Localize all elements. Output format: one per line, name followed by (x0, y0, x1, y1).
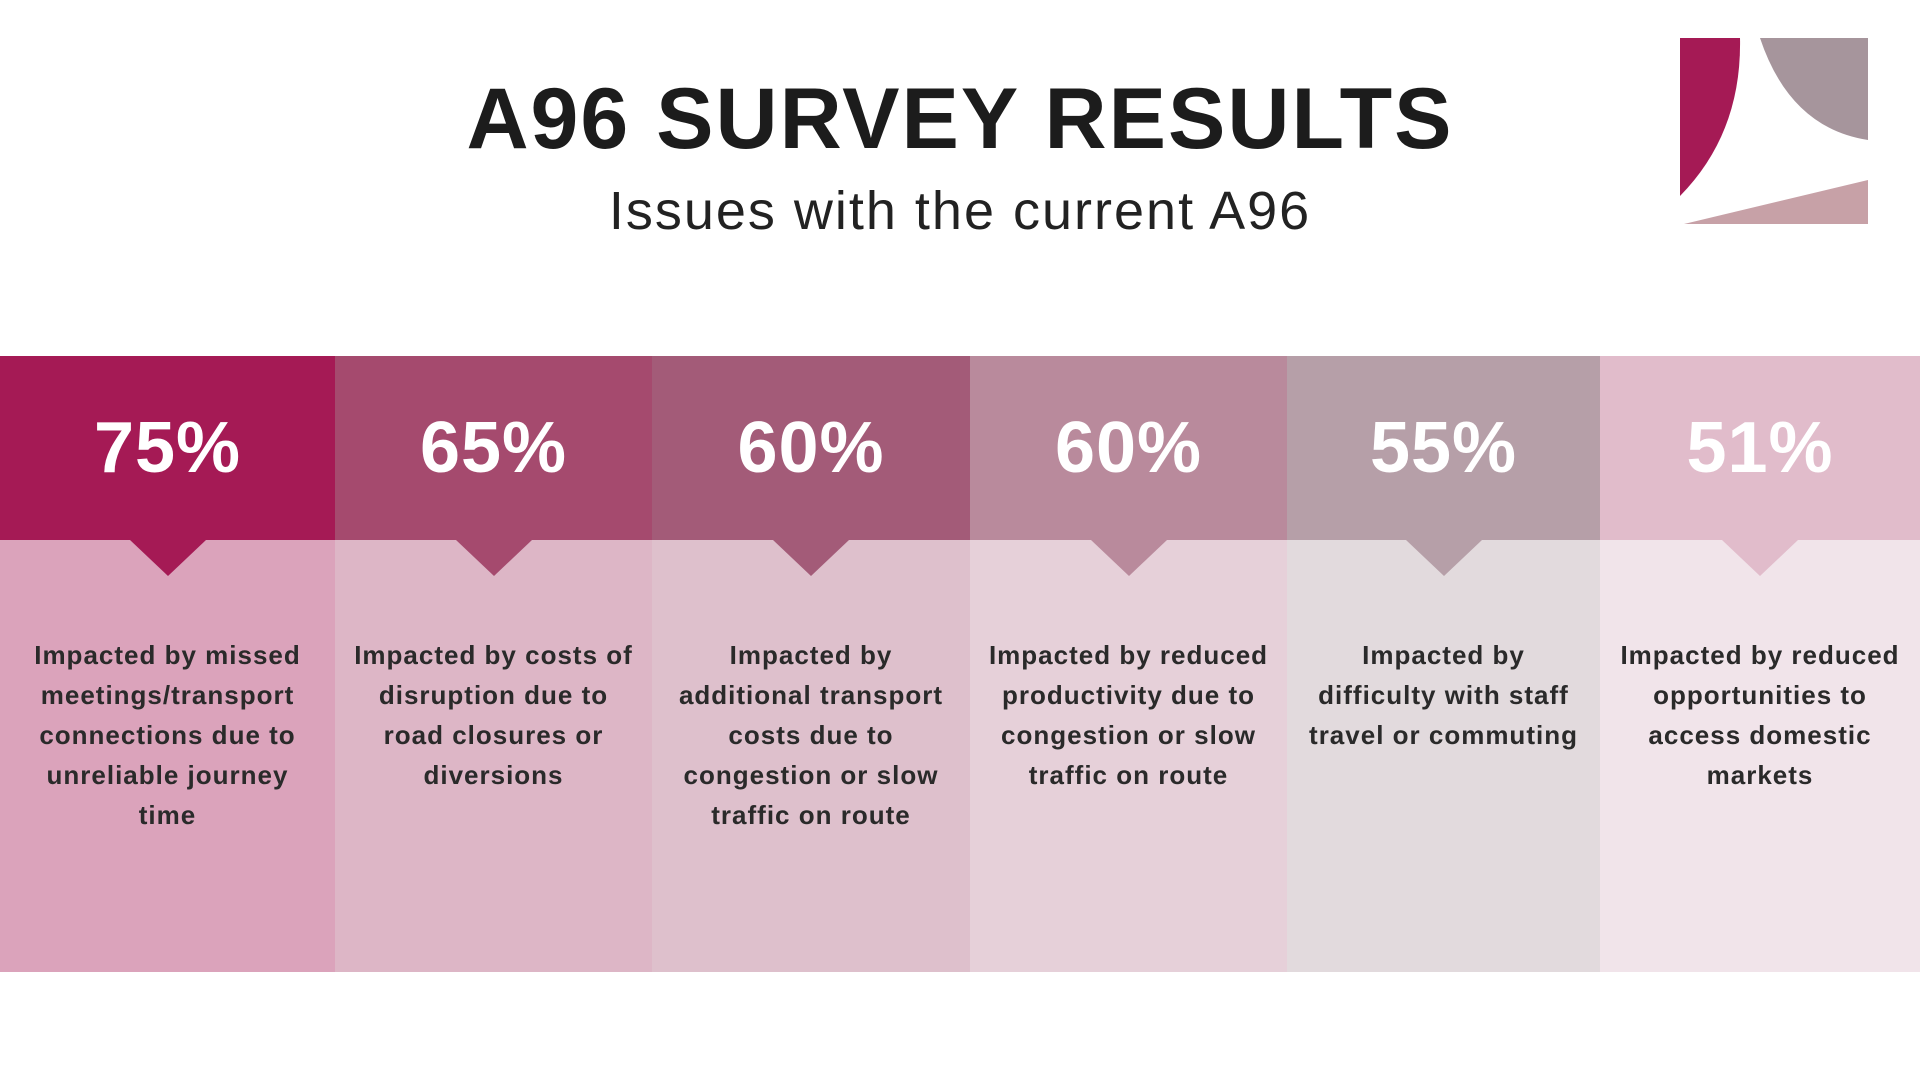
result-description: Impacted by missed meetings/transport co… (34, 640, 301, 830)
result-column-5: Impacted by difficulty with staff travel… (1287, 356, 1600, 972)
pointer-arrow (1405, 540, 1482, 576)
pointer-arrow (455, 540, 532, 576)
result-percent-panel: 75% (0, 356, 335, 540)
abstract-brand-logo-icon (1680, 38, 1868, 224)
result-percent: 75% (93, 408, 242, 488)
result-percent-panel: 60% (970, 356, 1287, 540)
result-percent: 55% (1369, 408, 1518, 488)
result-percent: 60% (1054, 408, 1203, 488)
result-percent-panel: 60% (652, 356, 970, 540)
logo-crimson-shape (1680, 38, 1741, 196)
survey-results-strip: Impacted by missed meetings/transport co… (0, 356, 1920, 972)
result-description-panel: Impacted by missed meetings/transport co… (0, 540, 335, 972)
result-column-1: Impacted by missed meetings/transport co… (0, 356, 335, 972)
logo-pink-shape (1684, 180, 1868, 224)
result-description: Impacted by difficulty with staff travel… (1309, 640, 1578, 750)
result-description-panel: Impacted by difficulty with staff travel… (1287, 540, 1600, 972)
result-description-panel: Impacted by costs of disruption due to r… (335, 540, 652, 972)
result-description-panel: Impacted by reduced opportunities to acc… (1600, 540, 1920, 972)
logo-grey-shape (1760, 38, 1868, 140)
result-percent: 51% (1686, 408, 1834, 488)
result-description-panel: Impacted by reduced productivity due to … (970, 540, 1287, 972)
result-percent-panel: 55% (1287, 356, 1600, 540)
result-column-3: Impacted by additional transport costs d… (652, 356, 970, 972)
result-description: Impacted by costs of disruption due to r… (354, 640, 633, 790)
pointer-arrow (129, 540, 206, 576)
result-column-6: Impacted by reduced opportunities to acc… (1600, 356, 1920, 972)
result-percent-panel: 65% (335, 356, 652, 540)
result-percent-panel: 51% (1600, 356, 1920, 540)
pointer-arrow (773, 540, 849, 576)
result-column-2: Impacted by costs of disruption due to r… (335, 356, 652, 972)
result-description: Impacted by reduced opportunities to acc… (1620, 640, 1900, 790)
pointer-arrow (1722, 540, 1798, 576)
result-description-panel: Impacted by additional transport costs d… (652, 540, 970, 972)
result-description: Impacted by reduced productivity due to … (988, 640, 1269, 790)
result-column-4: Impacted by reduced productivity due to … (970, 356, 1287, 972)
page-subtitle: Issues with the current A96 (608, 181, 1312, 241)
result-percent: 65% (419, 408, 568, 488)
pointer-arrow (1090, 540, 1167, 576)
page-title: A96 SURVEY RESULTS (466, 71, 1454, 167)
result-percent: 60% (737, 408, 885, 488)
result-description: Impacted by additional transport costs d… (678, 640, 944, 830)
